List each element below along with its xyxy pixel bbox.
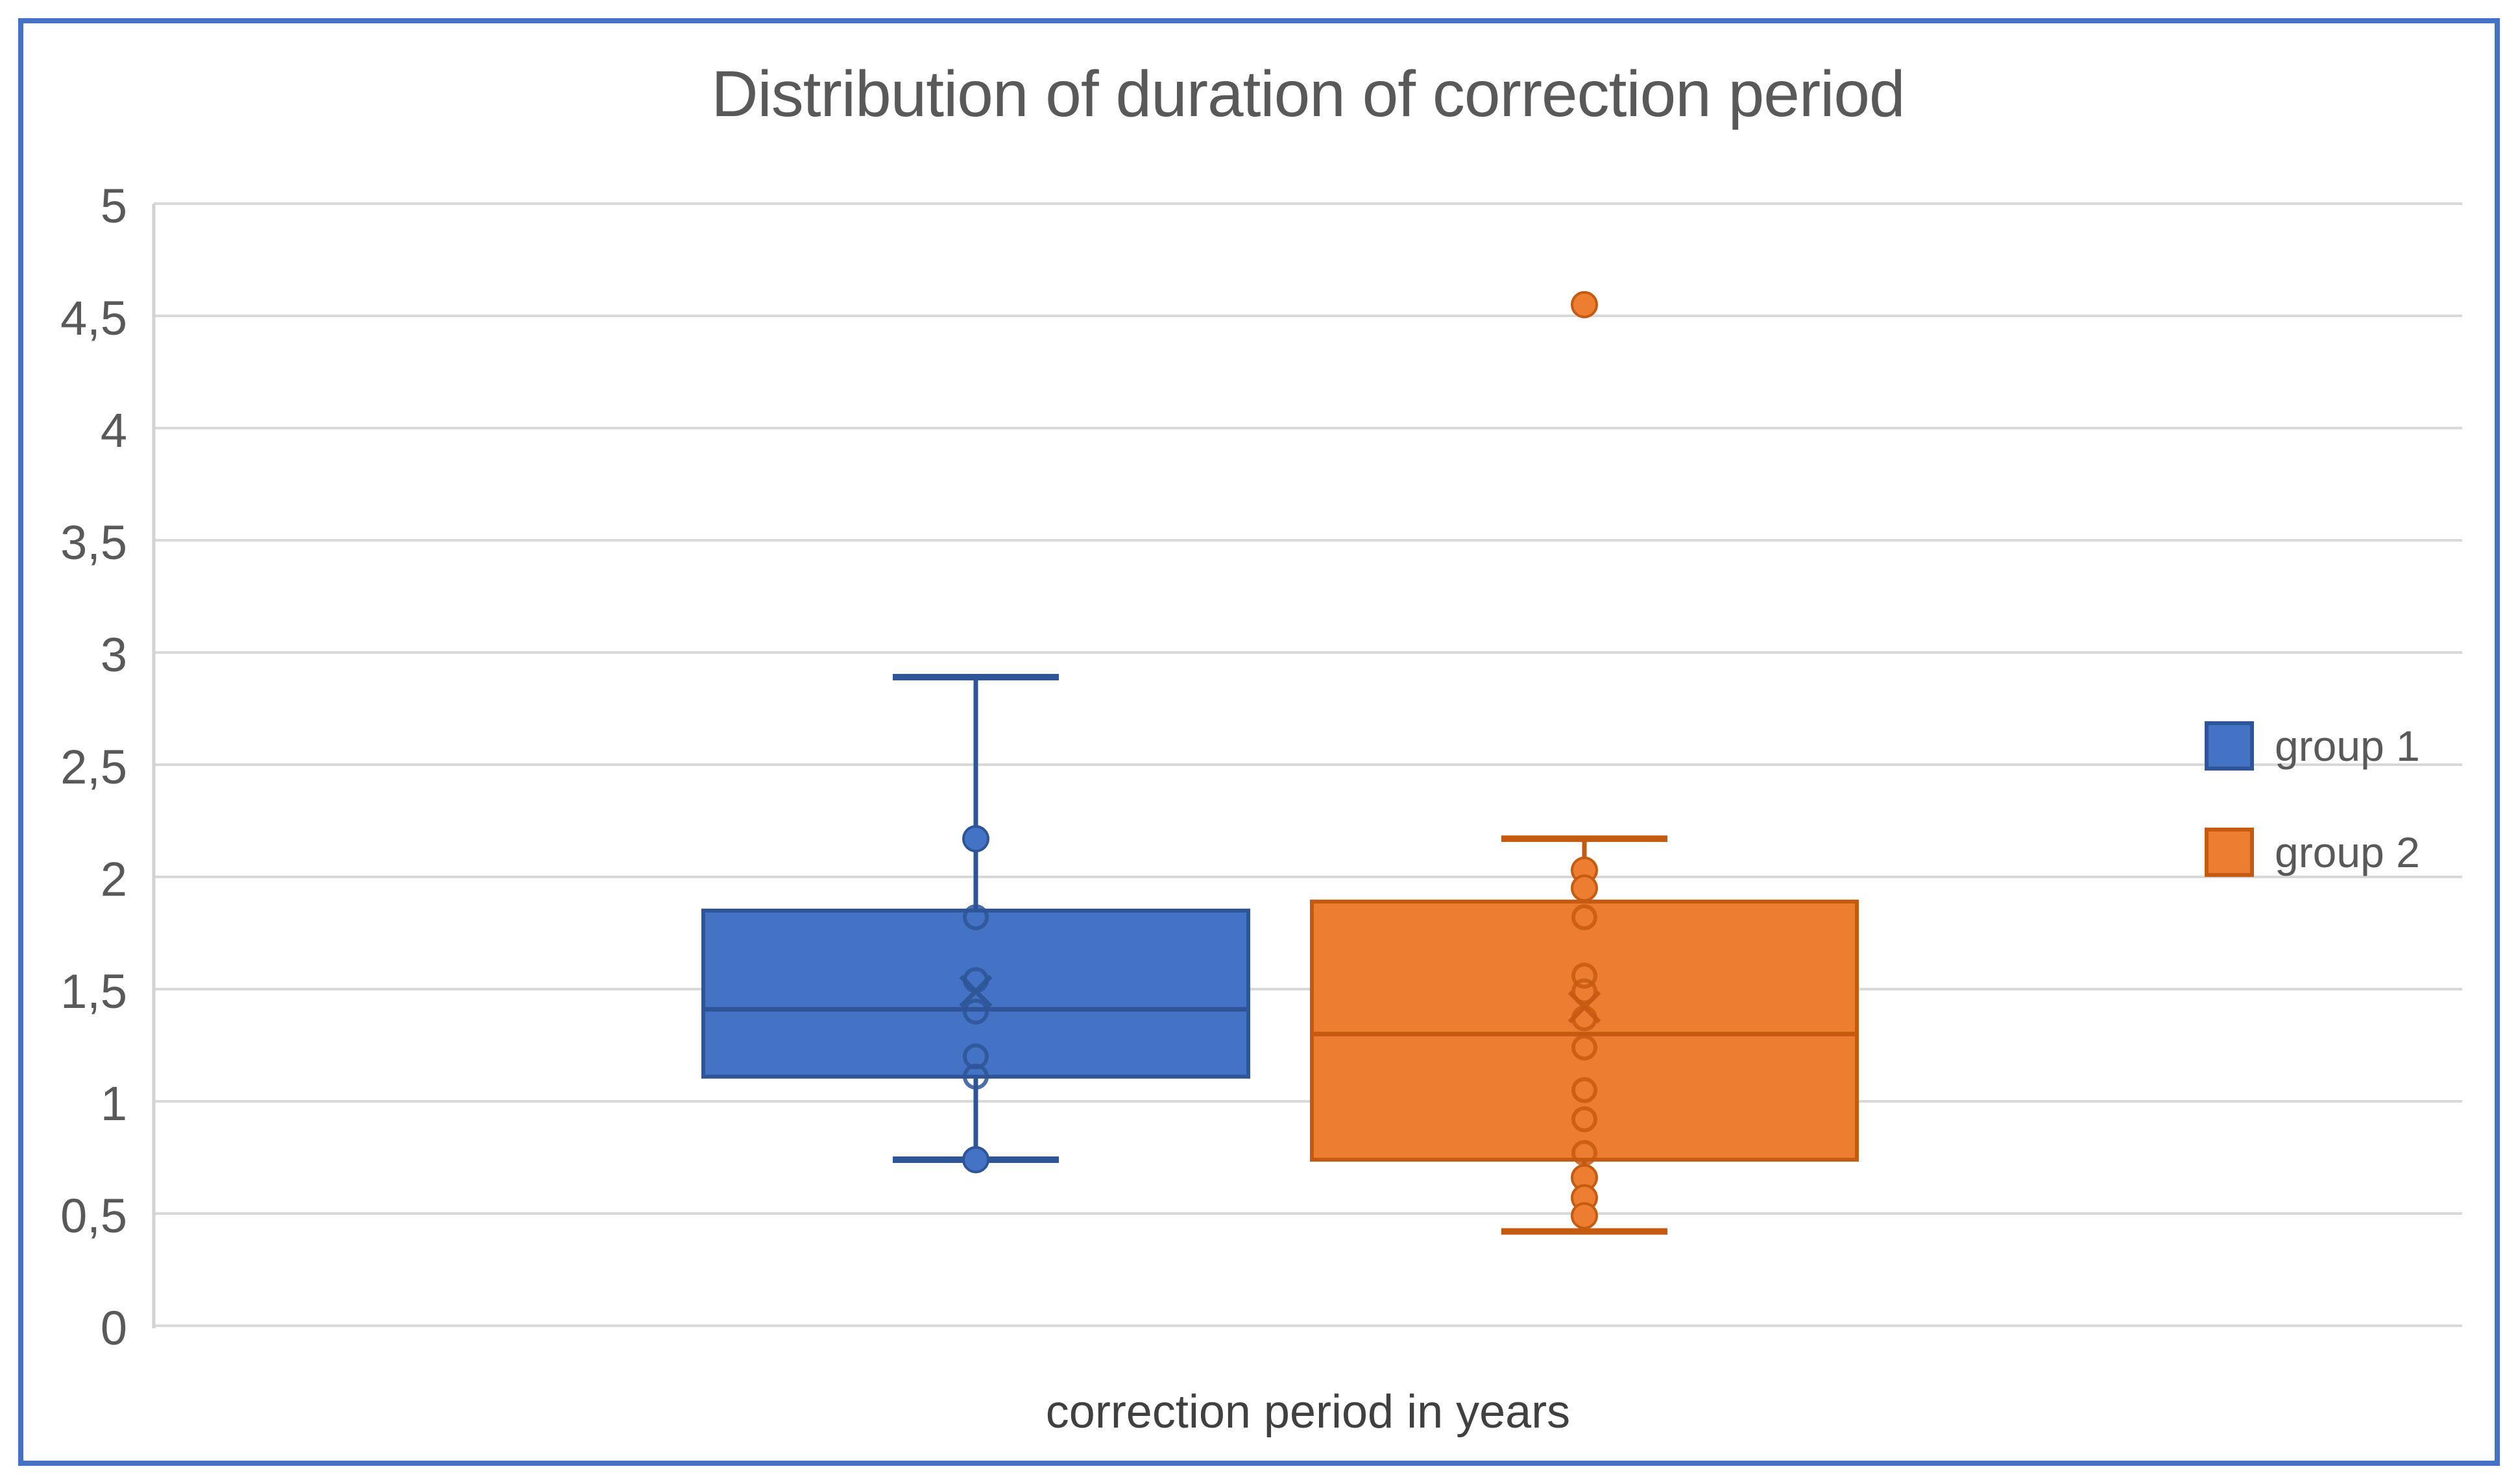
x-axis-title: correction period in years xyxy=(1045,1386,1571,1438)
data-point-open-group-1 xyxy=(963,998,989,1025)
mean-x-marker-group-2 xyxy=(1568,990,1601,1024)
data-point-open-group-2 xyxy=(1571,978,1597,1005)
legend-entry-group-1: group 1 xyxy=(2205,721,2420,771)
data-point-open-group-2 xyxy=(1571,963,1597,989)
y-tick-label: 0,5 xyxy=(60,1189,127,1243)
data-point-open-group-1 xyxy=(963,904,989,931)
data-point-open-group-1 xyxy=(963,1063,989,1090)
y-tick-label: 2 xyxy=(100,852,127,906)
mean-x-marker-group-1 xyxy=(959,974,993,1008)
y-tick-label: 3 xyxy=(100,628,127,682)
y-tick-label: 3,5 xyxy=(60,516,127,569)
data-point-open-group-2 xyxy=(1571,904,1597,931)
legend: group 1 group 2 xyxy=(2205,721,2420,934)
data-point-filled-group-1 xyxy=(962,825,989,853)
y-tick-label: 2,5 xyxy=(60,740,127,794)
data-point-open-group-2 xyxy=(1571,1140,1597,1166)
data-point-filled-group-2 xyxy=(1571,874,1598,902)
data-point-filled-group-1 xyxy=(962,1145,989,1173)
legend-label-group-2: group 2 xyxy=(2275,828,2420,876)
legend-swatch-group-2-icon xyxy=(2205,828,2254,877)
y-tick-label: 1 xyxy=(100,1077,127,1131)
legend-swatch-group-1-icon xyxy=(2205,721,2254,771)
data-point-open-group-2 xyxy=(1571,1106,1597,1132)
y-tick-label: 4,5 xyxy=(60,291,127,345)
legend-label-group-1: group 1 xyxy=(2275,722,2420,770)
chart-title: Distribution of duration of correction p… xyxy=(711,58,1905,130)
box-series-group-2 xyxy=(1310,291,1859,1235)
y-tick-label: 5 xyxy=(100,179,127,233)
box-series-group-1 xyxy=(701,674,1250,1173)
legend-entry-group-2: group 2 xyxy=(2205,828,2420,877)
y-tick-label: 1,5 xyxy=(60,964,127,1018)
data-point-open-group-2 xyxy=(1571,1077,1597,1103)
y-tick-label: 0 xyxy=(100,1301,127,1355)
data-point-filled-group-2 xyxy=(1571,291,1598,318)
data-point-open-group-2 xyxy=(1571,1034,1597,1060)
data-point-filled-group-2 xyxy=(1571,1202,1598,1230)
y-tick-label: 4 xyxy=(100,403,127,457)
